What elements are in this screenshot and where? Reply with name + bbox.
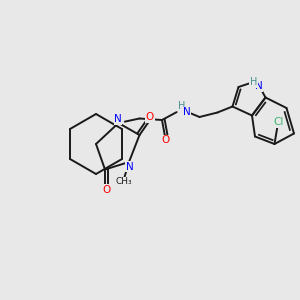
Text: O: O [146, 112, 154, 122]
Text: O: O [161, 135, 169, 145]
Text: Cl: Cl [274, 117, 284, 128]
Text: O: O [102, 184, 111, 195]
Text: N: N [114, 114, 122, 124]
Text: N: N [255, 81, 263, 92]
Text: H: H [178, 101, 185, 111]
Text: N: N [126, 161, 134, 172]
Text: N: N [183, 107, 190, 118]
Text: H: H [250, 77, 257, 88]
Text: CH₃: CH₃ [116, 177, 132, 186]
